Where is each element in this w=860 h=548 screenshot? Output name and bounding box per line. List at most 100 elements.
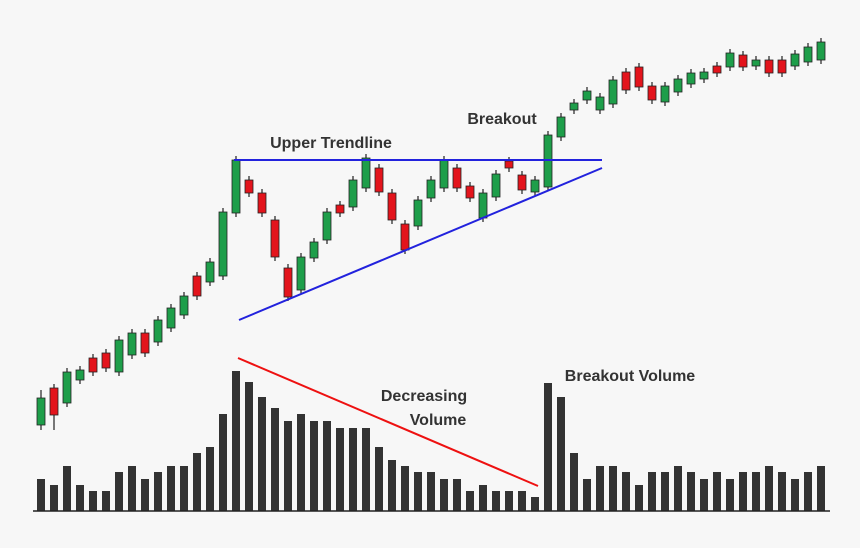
volume-bar: [778, 472, 786, 511]
candle-body: [452, 167, 462, 189]
volume-bar: [115, 472, 123, 511]
volume-bar: [440, 479, 448, 511]
volume-bar: [596, 466, 604, 511]
candle-body: [153, 319, 163, 343]
candle-body: [257, 192, 267, 214]
volume-bar: [362, 428, 370, 511]
volume-bar: [752, 472, 760, 511]
candle-body: [49, 387, 59, 416]
volume-bar: [375, 447, 383, 511]
volume-bar: [349, 428, 357, 511]
volume-bar: [180, 466, 188, 511]
candle-body: [114, 339, 124, 373]
volume-bar: [531, 497, 539, 511]
volume-trendline: [237, 357, 539, 487]
candle-body: [75, 369, 85, 381]
volume-bar: [167, 466, 175, 511]
candle-body: [660, 85, 670, 103]
volume-bar: [388, 460, 396, 511]
candle-body: [582, 90, 592, 101]
candle-body: [231, 159, 241, 214]
candle-body: [101, 352, 111, 369]
annotation: Decreasing: [381, 388, 467, 405]
volume-layer: [37, 371, 825, 511]
volume-bar: [271, 408, 279, 511]
volume-bar: [102, 491, 110, 511]
candle-body: [205, 261, 215, 283]
annotation: Upper Trendline: [270, 135, 392, 152]
volume-bar: [401, 466, 409, 511]
volume-bar: [427, 472, 435, 511]
volume-bar: [739, 472, 747, 511]
annotation: Breakout: [467, 111, 537, 128]
volume-bar: [713, 472, 721, 511]
candle-body: [465, 185, 475, 199]
candle-body: [725, 52, 735, 68]
volume-bar: [674, 466, 682, 511]
candle-body: [413, 199, 423, 227]
volume-bar: [141, 479, 149, 511]
volume-bar: [193, 453, 201, 511]
volume-bar: [37, 479, 45, 511]
candle-body: [387, 192, 397, 221]
volume-bar: [648, 472, 656, 511]
candle-body: [738, 54, 748, 68]
volume-bar: [466, 491, 474, 511]
candle-body: [166, 307, 176, 329]
candle-body: [361, 157, 371, 189]
annotation: Volume: [410, 412, 467, 429]
volume-bar: [687, 472, 695, 511]
candle-body: [816, 41, 826, 61]
volume-bar: [258, 397, 266, 511]
volume-bar: [206, 447, 214, 511]
candle-body: [777, 59, 787, 74]
candle-body: [309, 241, 319, 259]
volume-bar: [245, 382, 253, 511]
volume-bar: [453, 479, 461, 511]
volume-bar: [700, 479, 708, 511]
candle-body: [595, 96, 605, 111]
volume-bar: [297, 414, 305, 511]
volume-bar: [557, 397, 565, 511]
candle-body: [348, 179, 358, 208]
candle-body: [283, 267, 293, 298]
volume-bar: [609, 466, 617, 511]
candle-body: [621, 71, 631, 91]
volume-bar: [817, 466, 825, 511]
volume-bar: [479, 485, 487, 511]
volume-bar: [518, 491, 526, 511]
volume-bar: [50, 485, 58, 511]
candle-body: [140, 332, 150, 354]
candle-body: [36, 397, 46, 426]
candle-body: [335, 204, 345, 214]
candle-body: [127, 332, 137, 356]
candle-body: [244, 179, 254, 194]
volume-bar: [765, 466, 773, 511]
lower-trendline: [238, 167, 603, 321]
volume-bar: [791, 479, 799, 511]
candle-body: [569, 102, 579, 111]
candle-body: [62, 371, 72, 404]
volume-bar: [414, 472, 422, 511]
candle-body: [400, 223, 410, 251]
candle-body: [803, 46, 813, 63]
volume-bar: [154, 472, 162, 511]
candle-body: [439, 159, 449, 189]
candle-body: [88, 357, 98, 373]
candle-body: [556, 116, 566, 138]
candle-body: [712, 65, 722, 74]
volume-bar: [336, 428, 344, 511]
candle-body: [673, 78, 683, 93]
candle-body: [322, 211, 332, 241]
candle-body: [751, 59, 761, 67]
candle-body: [790, 53, 800, 67]
candle-body: [296, 256, 306, 291]
volume-bar: [232, 371, 240, 511]
candle-body: [478, 192, 488, 219]
volume-bar: [284, 421, 292, 511]
volume-bar: [76, 485, 84, 511]
candle-body: [374, 167, 384, 193]
